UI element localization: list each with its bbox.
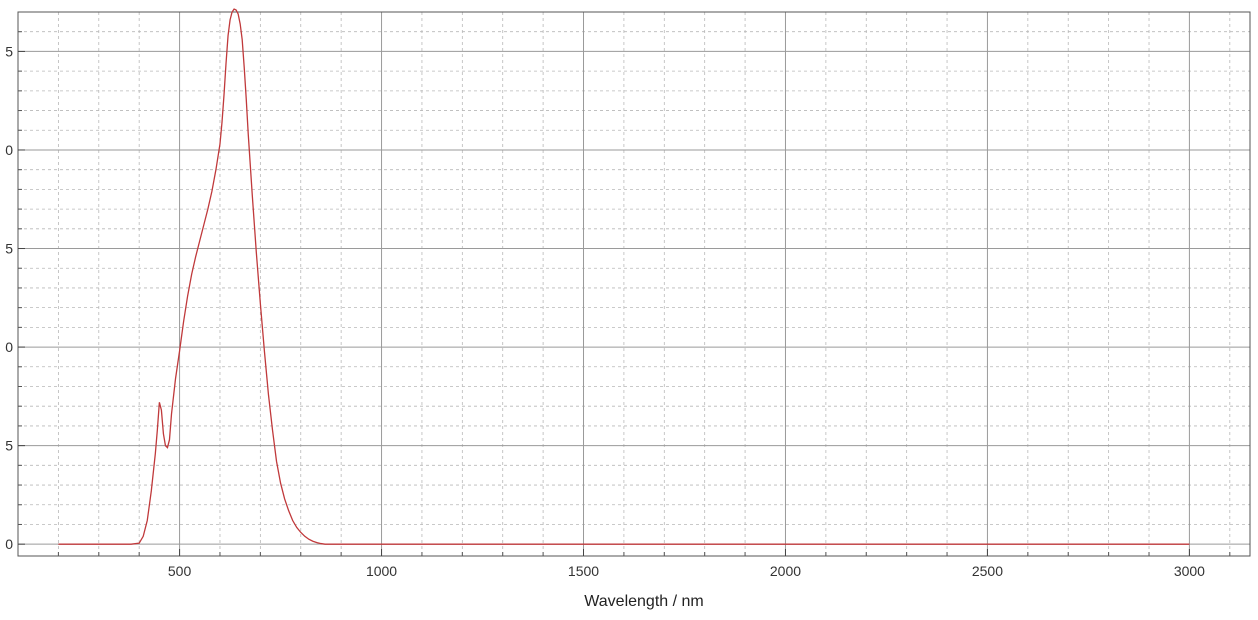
x-tick-labels: 500 1000 1500 2000 2500 3000 [168,563,1205,579]
x-tick-label: 1500 [568,563,599,579]
major-gridlines [18,12,1250,556]
minor-gridlines [18,12,1250,556]
y-tick-label: 0 [5,142,13,158]
y-tick-label: 0 [5,339,13,355]
x-tick-label: 1000 [366,563,397,579]
y-tick-label: 5 [5,241,13,257]
x-tick-label: 3000 [1174,563,1205,579]
x-tick-label: 2500 [972,563,1003,579]
x-tick-label: 2000 [770,563,801,579]
y-tick-labels: 0 5 0 5 0 5 [5,43,13,552]
x-axis-label: Wavelength / nm [584,593,703,610]
y-tick-label: 5 [5,438,13,454]
spectrum-line [58,8,1190,545]
x-tick-label: 500 [168,563,192,579]
y-tick-label: 0 [5,536,13,552]
axis-ticks [18,31,1231,556]
plot-frame [17,11,1251,557]
y-tick-label: 5 [5,43,13,59]
